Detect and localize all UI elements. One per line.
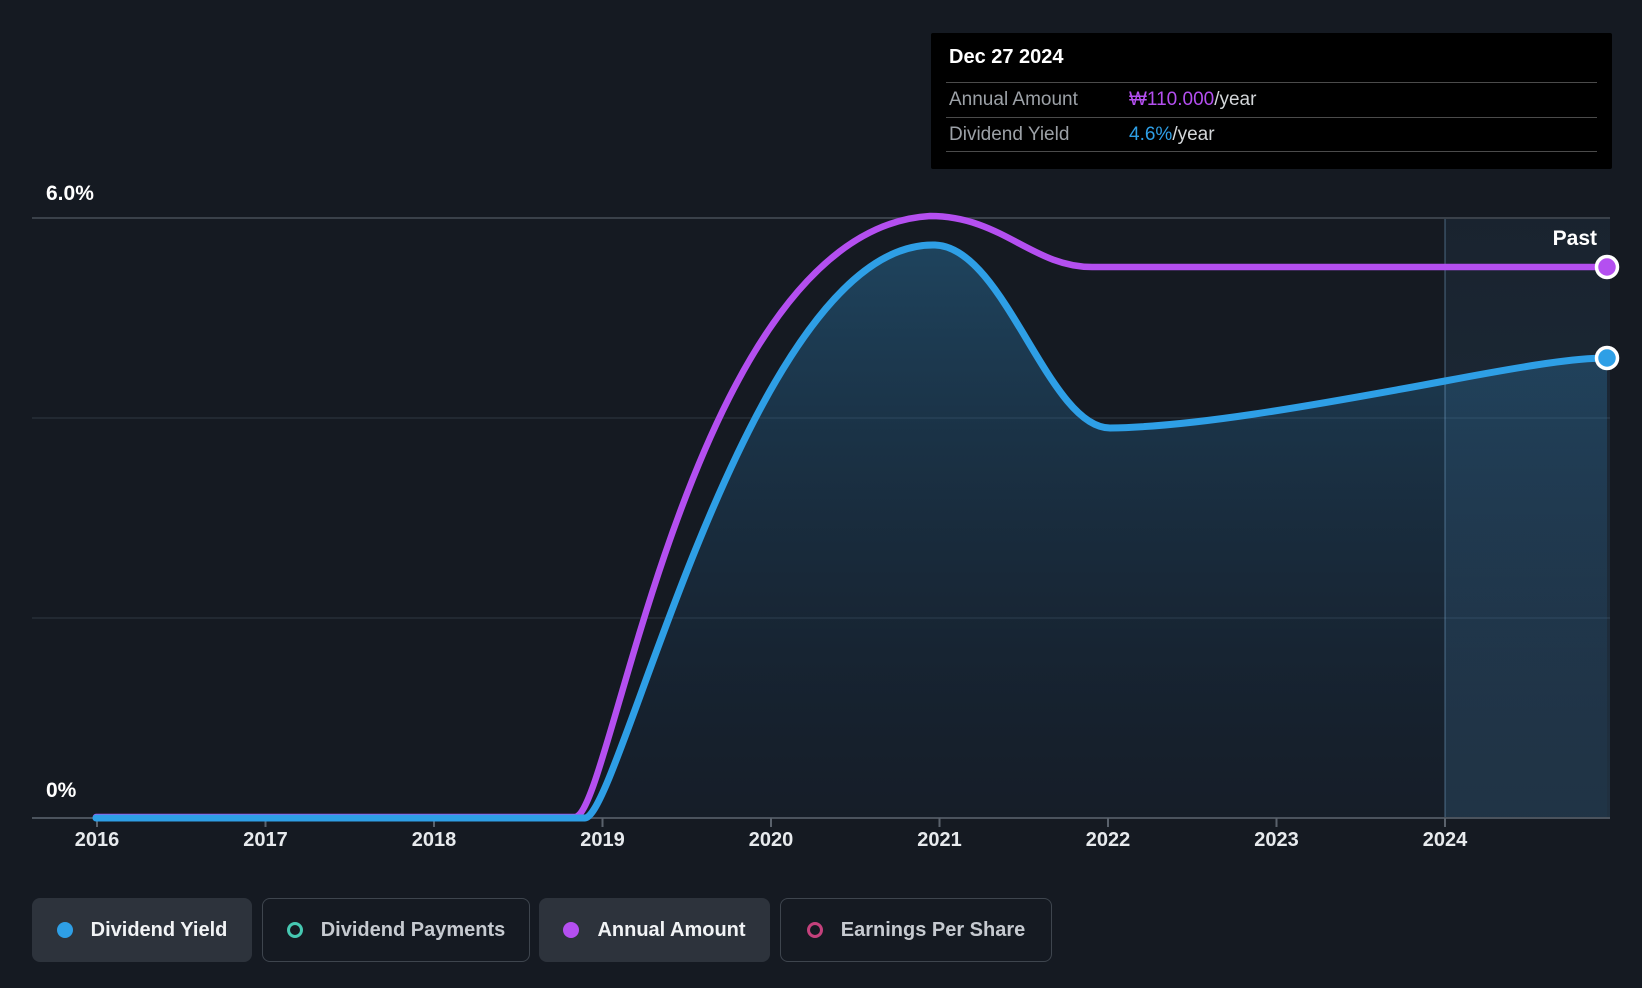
x-tick-label-2019: 2019 xyxy=(580,829,625,851)
y-axis-label-zero: 0% xyxy=(46,779,77,802)
legend-toggle-dividend-yield[interactable]: Dividend Yield xyxy=(32,898,252,962)
annual-amount-dot-icon xyxy=(563,922,580,938)
tooltip-value-suffix: /year xyxy=(1214,89,1257,110)
dividend-payments-ring-icon xyxy=(286,922,303,938)
x-tick-label-2020: 2020 xyxy=(748,829,794,851)
annual-amount-line xyxy=(92,212,1611,821)
past-region-label: Past xyxy=(1552,227,1597,250)
tooltip-row-annual-amount: Annual Amount ₩110.000/year xyxy=(946,82,1597,117)
legend-label: Annual Amount xyxy=(597,918,746,941)
legend-toggle-earnings-per-share[interactable]: Earnings Per Share xyxy=(780,898,1052,962)
dividend-yield-endpoint-marker[interactable] xyxy=(1594,345,1620,371)
annual-amount-endpoint-marker[interactable] xyxy=(1594,254,1620,280)
x-tick-label-2021: 2021 xyxy=(917,829,962,851)
legend-label: Earnings Per Share xyxy=(840,918,1026,941)
dividend-yield-line xyxy=(92,241,1611,822)
x-tick-label-2024: 2024 xyxy=(1422,829,1468,851)
earnings-per-share-ring-icon xyxy=(806,922,823,938)
legend-toggle-dividend-payments[interactable]: Dividend Payments xyxy=(262,898,530,962)
y-axis-label-top: 6.0% xyxy=(46,182,94,205)
dividend-yield-dot-icon xyxy=(56,922,73,938)
tooltip-label: Annual Amount xyxy=(949,89,1078,110)
tooltip-row-dividend-yield: Dividend Yield 4.6%/year xyxy=(946,117,1597,152)
legend-toggle-annual-amount[interactable]: Annual Amount xyxy=(539,898,770,962)
x-tick-label-2018: 2018 xyxy=(411,829,457,851)
tooltip-value: 4.6% xyxy=(1129,123,1173,145)
past-region-band xyxy=(1444,219,1610,818)
legend-label: Dividend Yield xyxy=(90,918,228,941)
tooltip-value: ₩110.000 xyxy=(1129,89,1215,110)
dividend-yield-area xyxy=(96,244,1607,818)
tooltip-value-suffix: /year xyxy=(1172,123,1215,145)
tooltip-label: Dividend Yield xyxy=(949,123,1070,145)
x-tick-label-2022: 2022 xyxy=(1085,829,1131,851)
tooltip-date: Dec 27 2024 xyxy=(949,46,1064,68)
x-tick-label-2017: 2017 xyxy=(243,829,288,851)
legend-label: Dividend Payments xyxy=(320,918,506,941)
chart-tooltip: Dec 27 2024 Annual Amount ₩110.000/year … xyxy=(931,33,1612,169)
x-tick-label-2023: 2023 xyxy=(1254,829,1299,851)
x-tick-label-2016: 2016 xyxy=(74,829,120,851)
